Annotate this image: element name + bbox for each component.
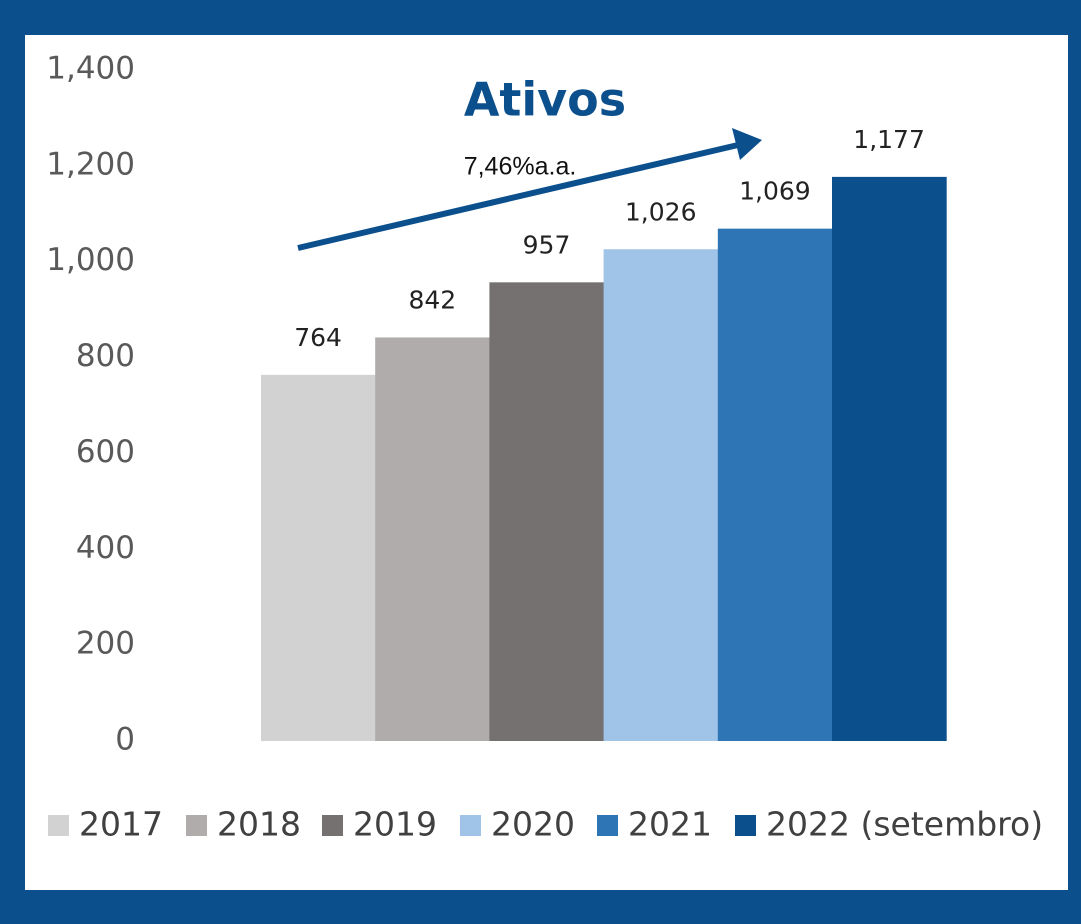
legend-swatch xyxy=(735,815,756,836)
annotation: 7,46%a.a. xyxy=(464,153,577,181)
legend-swatch xyxy=(597,815,618,836)
y-tick-label: 600 xyxy=(76,434,135,470)
y-tick-label: 0 xyxy=(115,722,135,758)
data-label: 1,026 xyxy=(625,197,697,226)
data-label: 842 xyxy=(408,285,456,314)
legend-swatch xyxy=(186,815,207,836)
legend-label: 2018 xyxy=(217,805,301,844)
legend-swatch xyxy=(460,815,481,836)
data-label: 1,177 xyxy=(853,125,925,154)
data-label: 957 xyxy=(523,230,571,259)
y-tick-label: 400 xyxy=(76,530,135,566)
bar xyxy=(717,228,833,742)
legend-label: 2020 xyxy=(491,805,575,844)
data-label: 764 xyxy=(294,323,342,352)
legend-label: 2021 xyxy=(628,805,712,844)
arrow-head xyxy=(732,128,762,160)
bar xyxy=(832,176,947,741)
bar xyxy=(603,249,719,741)
y-tick-label: 800 xyxy=(76,338,135,374)
y-tick-label: 1,400 xyxy=(46,51,135,87)
chart-title: Ativos xyxy=(464,73,626,127)
legend-label: 2022 (setembro) xyxy=(766,805,1043,844)
y-tick-label: 1,000 xyxy=(46,242,135,278)
legend-label: 2019 xyxy=(353,805,437,844)
bar xyxy=(489,282,605,741)
trend-arrow xyxy=(297,142,739,251)
bar xyxy=(375,337,490,741)
bar xyxy=(261,374,376,741)
legend-swatch xyxy=(48,815,69,836)
legend-swatch xyxy=(322,815,343,836)
y-tick-label: 1,200 xyxy=(46,146,135,182)
data-label: 1,069 xyxy=(739,177,811,206)
legend-label: 2017 xyxy=(79,805,163,844)
y-tick-label: 200 xyxy=(76,626,135,662)
